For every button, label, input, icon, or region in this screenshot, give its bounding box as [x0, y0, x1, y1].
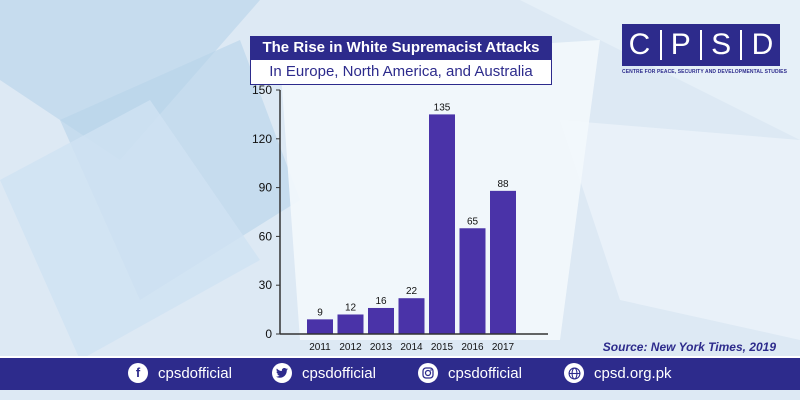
- x-tick-label-2013: 2013: [370, 342, 393, 353]
- data-label-2012: 12: [345, 302, 357, 313]
- chart-title-block: The Rise in White Supremacist Attacks In…: [250, 36, 552, 85]
- logo-letter-s: S: [711, 28, 732, 61]
- chart-subtitle: In Europe, North America, and Australia: [250, 60, 552, 85]
- y-tick-label: 120: [252, 132, 272, 146]
- y-tick-label: 90: [259, 181, 273, 195]
- logo-separator: [699, 30, 702, 60]
- facebook-handle: cpsdofficial: [158, 364, 232, 382]
- y-tick-label: 150: [252, 83, 272, 97]
- x-tick-label-2014: 2014: [400, 342, 423, 353]
- facebook-icon: f: [128, 363, 148, 383]
- bar-2014: [398, 298, 425, 334]
- globe-icon: [564, 363, 584, 383]
- bars: 9 12 16 22 135 65 88: [307, 102, 516, 335]
- data-label-2011: 9: [317, 307, 323, 318]
- logo-letter-p: P: [670, 28, 691, 61]
- bar-2015: [429, 114, 455, 335]
- source-note: Source: New York Times, 2019: [602, 340, 776, 354]
- x-tick-label-2012: 2012: [339, 342, 362, 353]
- twitter-icon: [272, 363, 292, 383]
- instagram-handle: cpsdofficial: [448, 364, 522, 382]
- logo-tagline: CENTRE FOR PEACE, SECURITY AND DEVELOPME…: [622, 69, 788, 75]
- chart-title: The Rise in White Supremacist Attacks: [250, 36, 552, 60]
- bar-2013: [368, 307, 394, 334]
- y-tick-label: 60: [259, 229, 273, 243]
- logo-letter-d: D: [751, 28, 774, 61]
- bar-2017: [490, 190, 516, 334]
- cpsd-logo: C P S D CENTRE FOR PEACE, SECURITY AND D…: [622, 24, 788, 78]
- logo-separator: [740, 30, 743, 60]
- x-tick-label-2011: 2011: [309, 342, 331, 353]
- data-label-2013: 16: [375, 296, 387, 307]
- y-tick-label: 0: [265, 327, 272, 341]
- data-label-2016: 65: [467, 216, 479, 227]
- footer-item-twitter[interactable]: cpsdofficial: [272, 363, 376, 383]
- data-label-2014: 22: [406, 286, 418, 297]
- y-axis: 0 30 60 90 120 150: [252, 83, 281, 341]
- data-label-2015: 135: [434, 102, 451, 113]
- logo-letter-box: C P S D: [622, 24, 780, 66]
- x-tick-label-2015: 2015: [431, 342, 454, 353]
- footer-item-facebook[interactable]: f cpsdofficial: [128, 363, 232, 383]
- logo-separator: [659, 30, 662, 60]
- twitter-handle: cpsdofficial: [302, 364, 376, 382]
- footer-item-website[interactable]: cpsd.org.pk: [564, 363, 672, 383]
- x-tick-label-2016: 2016: [461, 342, 484, 353]
- data-label-2017: 88: [497, 179, 509, 190]
- bar-2012: [337, 314, 364, 334]
- footer-item-instagram[interactable]: cpsdofficial: [418, 363, 522, 383]
- footer-bar: f cpsdofficial cpsdofficial cpsdofficial…: [0, 356, 800, 390]
- x-tick-label-2017: 2017: [492, 342, 515, 353]
- y-tick-label: 30: [259, 278, 273, 292]
- bar-2016: [459, 228, 486, 334]
- instagram-icon: [418, 363, 438, 383]
- logo-letter-c: C: [628, 28, 651, 61]
- website-url: cpsd.org.pk: [594, 364, 672, 382]
- x-axis: 2011 2012 2013 2014 2015 2016 2017: [280, 333, 548, 353]
- bar-2011: [307, 319, 333, 334]
